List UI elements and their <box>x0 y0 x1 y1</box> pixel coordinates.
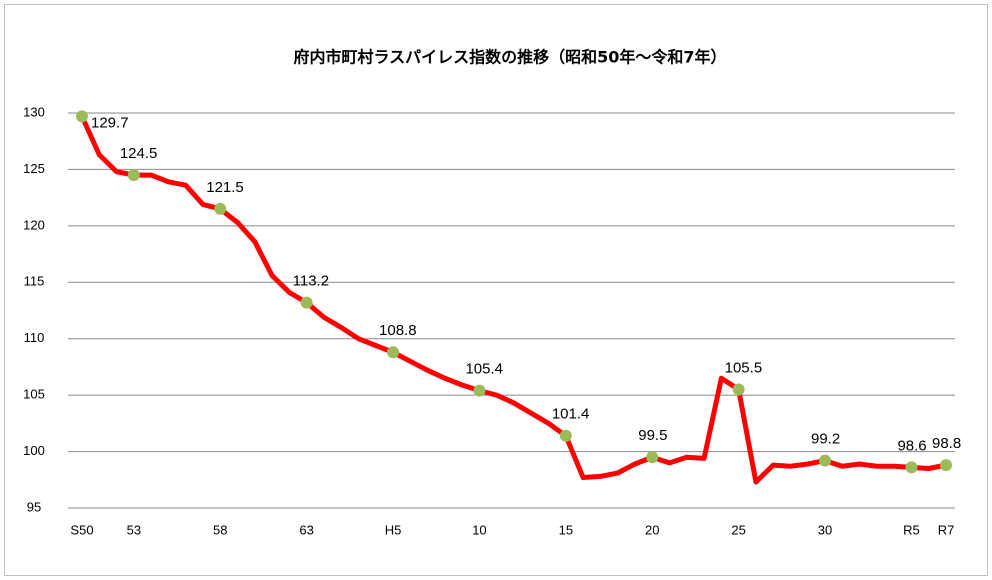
data-label: 108.8 <box>379 322 417 339</box>
marker <box>214 202 227 215</box>
data-label: 105.4 <box>465 361 503 378</box>
marker <box>940 459 952 472</box>
data-label: 101.4 <box>552 406 590 423</box>
x-tick-label: 53 <box>127 522 141 537</box>
line <box>79 115 947 485</box>
chart-border <box>4 4 988 576</box>
y-tick-label: 130 <box>23 104 45 119</box>
marker <box>76 110 88 123</box>
data-label: 99.2 <box>811 431 840 448</box>
y-tick-label: 125 <box>23 161 45 176</box>
x-tick-label: R7 <box>938 522 955 537</box>
data-label: 129.7 <box>91 114 129 131</box>
marker <box>646 451 659 464</box>
y-tick-label: 120 <box>23 217 45 232</box>
data-label: 98.8 <box>932 435 961 452</box>
x-tick-label: 25 <box>731 522 745 537</box>
x-tick-label: R5 <box>903 522 920 537</box>
data-label: 113.2 <box>293 273 329 290</box>
marker <box>387 346 400 359</box>
y-tick-label: 105 <box>23 387 45 402</box>
data-label: 105.5 <box>725 359 763 376</box>
x-tick-label: 20 <box>645 522 659 537</box>
x-tick-label: 10 <box>472 522 486 537</box>
data-label: 98.6 <box>897 437 926 454</box>
marker <box>127 169 140 182</box>
data-label: 121.5 <box>206 179 244 196</box>
marker <box>905 461 918 474</box>
y-tick-label: 115 <box>24 274 45 289</box>
x-tick-label: 58 <box>213 522 227 537</box>
marker <box>819 454 832 467</box>
x-tick-label: H5 <box>385 522 402 537</box>
marker <box>473 384 486 397</box>
marker <box>559 429 572 442</box>
x-tick-label: S50 <box>70 522 93 537</box>
x-tick-label: 15 <box>559 522 573 537</box>
y-tick-label: 100 <box>23 443 45 458</box>
marker <box>732 383 745 396</box>
data-label: 124.5 <box>120 145 158 162</box>
data-label: 99.5 <box>638 427 667 444</box>
y-tick-label: 110 <box>24 330 45 345</box>
chart-title: 府内市町村ラスパイレス指数の推移（昭和50年～令和7年） <box>293 48 726 67</box>
y-tick-label: 95 <box>27 499 41 514</box>
marker <box>300 296 313 309</box>
x-tick-label: 63 <box>299 522 313 537</box>
x-tick-label: 30 <box>818 522 832 537</box>
